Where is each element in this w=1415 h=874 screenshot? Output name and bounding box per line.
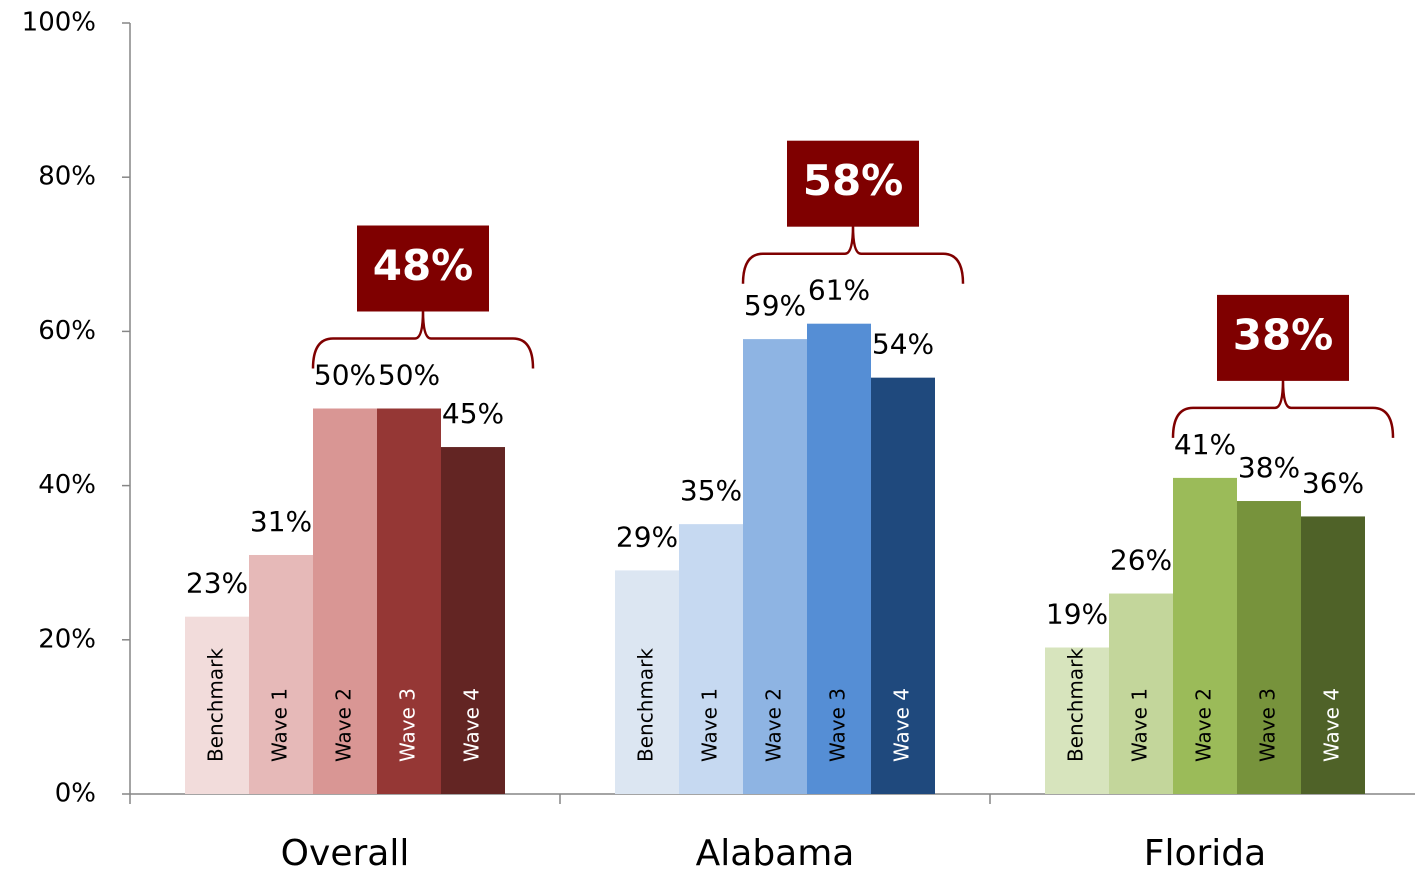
annotation: 58% bbox=[803, 156, 904, 205]
y-tick-label: 80% bbox=[38, 162, 96, 192]
series-label: Benchmark bbox=[1064, 648, 1088, 762]
series-label: Wave 1 bbox=[1128, 688, 1152, 762]
series-label: Benchmark bbox=[634, 648, 658, 762]
annotation-box bbox=[787, 140, 919, 227]
bar bbox=[807, 323, 871, 794]
bar bbox=[1237, 501, 1301, 794]
value-label: 45% bbox=[442, 397, 504, 430]
bar bbox=[743, 339, 807, 794]
bar bbox=[185, 616, 249, 794]
value-label: 31% bbox=[250, 505, 312, 538]
series-label: Wave 1 bbox=[698, 688, 722, 762]
value-label: 50% bbox=[314, 359, 376, 392]
x-tick-label: Alabama bbox=[696, 833, 855, 874]
bar bbox=[249, 554, 313, 794]
annotation-box bbox=[1217, 294, 1349, 381]
value-label: 59% bbox=[744, 289, 806, 322]
value-label: 36% bbox=[1302, 466, 1364, 499]
series-label: Wave 3 bbox=[396, 688, 420, 762]
y-tick-label: 40% bbox=[38, 470, 96, 500]
y-tick-label: 0% bbox=[55, 779, 96, 809]
y-tick-label: 60% bbox=[38, 316, 96, 346]
series-label: Wave 4 bbox=[1320, 688, 1344, 762]
y-tick-label: 100% bbox=[22, 8, 96, 38]
bar bbox=[871, 377, 935, 794]
series-label: Wave 1 bbox=[268, 688, 292, 762]
bar bbox=[313, 408, 377, 794]
bar bbox=[1173, 477, 1237, 794]
bar bbox=[377, 408, 441, 794]
annotation-box bbox=[357, 225, 489, 312]
value-label: 41% bbox=[1174, 428, 1236, 461]
value-label: 61% bbox=[808, 274, 870, 307]
value-label: 29% bbox=[616, 520, 678, 553]
value-label: 38% bbox=[1238, 451, 1300, 484]
value-label: 50% bbox=[378, 359, 440, 392]
bar bbox=[679, 524, 743, 794]
value-label: 54% bbox=[872, 328, 934, 361]
bar bbox=[1301, 516, 1365, 794]
value-label: 26% bbox=[1110, 544, 1172, 577]
series-label: Wave 3 bbox=[826, 688, 850, 762]
annotation: 38% bbox=[1233, 310, 1334, 359]
bar bbox=[615, 570, 679, 794]
value-label: 35% bbox=[680, 474, 742, 507]
value-label: 19% bbox=[1046, 598, 1108, 631]
value-label: 23% bbox=[186, 567, 248, 600]
series-label: Wave 2 bbox=[332, 688, 356, 762]
series-label: Benchmark bbox=[204, 648, 228, 762]
bar bbox=[441, 447, 505, 794]
bar bbox=[1109, 593, 1173, 794]
annotation: 48% bbox=[373, 241, 474, 290]
series-label: Wave 4 bbox=[460, 688, 484, 762]
x-tick-label: Florida bbox=[1144, 833, 1266, 874]
series-label: Wave 4 bbox=[890, 688, 914, 762]
series-label: Wave 3 bbox=[1256, 688, 1280, 762]
y-tick-label: 20% bbox=[38, 624, 96, 654]
series-label: Wave 2 bbox=[1192, 688, 1216, 762]
x-tick-label: Overall bbox=[281, 833, 410, 874]
bar bbox=[1045, 647, 1109, 794]
series-label: Wave 2 bbox=[762, 688, 786, 762]
